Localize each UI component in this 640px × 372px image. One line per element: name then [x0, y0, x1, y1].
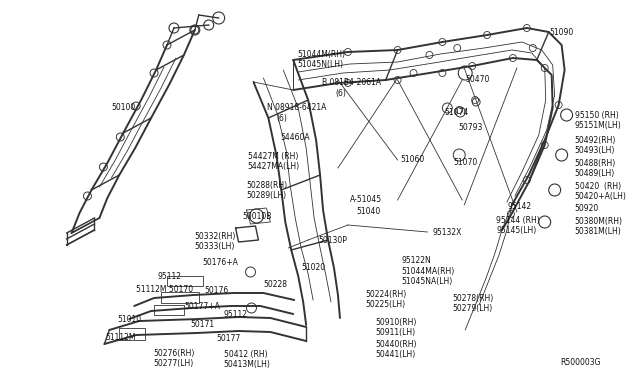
Text: N 08918-6421A: N 08918-6421A — [268, 103, 327, 112]
Text: 50441(LH): 50441(LH) — [376, 350, 416, 359]
Text: 50225(LH): 50225(LH) — [366, 300, 406, 309]
Text: 50279(LH): 50279(LH) — [452, 304, 493, 313]
Text: 50332(RH): 50332(RH) — [195, 232, 236, 241]
Text: 51060: 51060 — [401, 155, 425, 164]
Text: 50413M(LH): 50413M(LH) — [223, 360, 271, 369]
Bar — [154, 305, 184, 315]
Text: R500003G: R500003G — [561, 358, 601, 367]
Bar — [119, 328, 145, 340]
Text: 51070: 51070 — [453, 158, 477, 167]
Text: 50176: 50176 — [205, 286, 229, 295]
Text: 50911(LH): 50911(LH) — [376, 328, 416, 337]
Text: 51020: 51020 — [301, 263, 325, 272]
Text: 51112M: 51112M — [106, 333, 136, 342]
Text: 51090: 51090 — [550, 28, 574, 37]
Text: 50470: 50470 — [465, 75, 490, 84]
Text: 51040: 51040 — [356, 207, 380, 216]
Text: 54460A: 54460A — [280, 133, 310, 142]
Text: 50130P: 50130P — [318, 236, 347, 245]
Text: 51112M 50170: 51112M 50170 — [136, 285, 193, 294]
Text: 95145(LH): 95145(LH) — [496, 226, 536, 235]
Text: 95151M(LH): 95151M(LH) — [575, 121, 621, 130]
Text: 54427MA(LH): 54427MA(LH) — [248, 162, 300, 171]
Bar — [161, 292, 199, 303]
Text: B 081B4-2061A: B 081B4-2061A — [322, 78, 381, 87]
Bar — [167, 276, 203, 286]
Text: 50278(RH): 50278(RH) — [452, 294, 493, 303]
Text: A-51045: A-51045 — [350, 195, 382, 204]
Text: 50228: 50228 — [264, 280, 287, 289]
Text: 51074: 51074 — [444, 108, 468, 117]
Text: 50176+A: 50176+A — [203, 258, 239, 267]
Text: 51010: 51010 — [117, 315, 141, 324]
Text: 51044MA(RH): 51044MA(RH) — [401, 267, 455, 276]
Text: 95150 (RH): 95150 (RH) — [575, 111, 618, 120]
Text: 50420  (RH): 50420 (RH) — [575, 182, 621, 191]
Text: 50177+A: 50177+A — [184, 302, 220, 311]
Text: 95122N: 95122N — [401, 256, 431, 265]
Text: 50289(LH): 50289(LH) — [246, 191, 287, 200]
Text: 50380M(RH): 50380M(RH) — [575, 217, 623, 226]
Text: 50492(RH): 50492(RH) — [575, 136, 616, 145]
Text: 50224(RH): 50224(RH) — [366, 290, 407, 299]
Text: 54427M (RH): 54427M (RH) — [248, 152, 298, 161]
Text: 50489(LH): 50489(LH) — [575, 169, 615, 178]
Text: 50288(RH): 50288(RH) — [246, 181, 287, 190]
Text: 50333(LH): 50333(LH) — [195, 242, 236, 251]
Text: 50412 (RH): 50412 (RH) — [223, 350, 268, 359]
Text: 95112: 95112 — [223, 310, 248, 319]
Text: 50100: 50100 — [111, 103, 136, 112]
Text: 50171: 50171 — [191, 320, 215, 329]
Text: 50276(RH): 50276(RH) — [153, 349, 195, 358]
Text: 50177: 50177 — [217, 334, 241, 343]
Text: 95142: 95142 — [508, 202, 532, 211]
Text: 50420+A(LH): 50420+A(LH) — [575, 192, 627, 201]
Text: 95144 (RH): 95144 (RH) — [496, 216, 540, 225]
Text: 50440(RH): 50440(RH) — [376, 340, 417, 349]
Text: 50010B: 50010B — [243, 212, 272, 221]
Text: 50381M(LH): 50381M(LH) — [575, 227, 621, 236]
Text: (6): (6) — [276, 114, 287, 123]
Text: 50277(LH): 50277(LH) — [153, 359, 193, 368]
Text: 50793: 50793 — [458, 123, 483, 132]
Text: 50488(RH): 50488(RH) — [575, 159, 616, 168]
Text: 95132X: 95132X — [433, 228, 462, 237]
Text: (6): (6) — [335, 89, 346, 98]
Text: 51045NA(LH): 51045NA(LH) — [401, 277, 453, 286]
Text: 51045N(LH): 51045N(LH) — [297, 60, 343, 69]
Text: 95112: 95112 — [157, 272, 181, 281]
Text: 50493(LH): 50493(LH) — [575, 146, 615, 155]
Text: 50910(RH): 50910(RH) — [376, 318, 417, 327]
Text: 50920: 50920 — [575, 204, 599, 213]
Text: 51044M(RH): 51044M(RH) — [297, 50, 345, 59]
